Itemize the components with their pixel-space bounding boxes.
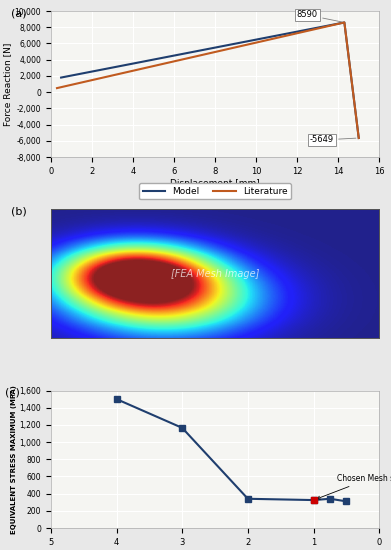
Text: [FEA Mesh Image]: [FEA Mesh Image] <box>171 269 259 279</box>
Text: (a): (a) <box>11 8 27 18</box>
Text: Chosen Mesh size: Chosen Mesh size <box>317 474 391 499</box>
Y-axis label: EQUIVALENT STRESS MAXIMUM (MPA): EQUIVALENT STRESS MAXIMUM (MPA) <box>11 385 16 534</box>
Text: 8590: 8590 <box>297 10 342 22</box>
Text: (b): (b) <box>11 207 27 217</box>
Text: (c): (c) <box>5 388 20 398</box>
Text: -5649: -5649 <box>310 135 356 145</box>
X-axis label: Displacement [mm]: Displacement [mm] <box>170 179 260 188</box>
Y-axis label: Force Reaction [N]: Force Reaction [N] <box>3 42 12 126</box>
Legend: Model, Literature: Model, Literature <box>139 183 291 199</box>
